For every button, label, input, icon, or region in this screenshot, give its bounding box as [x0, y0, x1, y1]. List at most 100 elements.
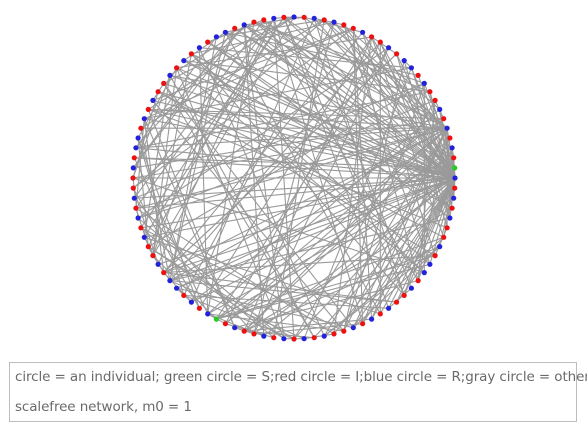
node-R [421, 80, 427, 86]
edge [152, 53, 192, 256]
edge [140, 177, 456, 229]
node-I [232, 25, 238, 31]
edge [163, 177, 456, 274]
node-R [271, 15, 277, 21]
node-R [196, 45, 202, 51]
edge [169, 280, 397, 303]
edge [199, 47, 412, 69]
edge [134, 177, 456, 199]
caption-box: circle = an individual; green circle = S… [9, 362, 587, 422]
edge [343, 83, 425, 332]
legend-caption: circle = an individual; green circle = S… [15, 369, 587, 385]
edge [157, 167, 455, 265]
node-I [447, 135, 453, 141]
edge [152, 27, 354, 101]
edge [225, 31, 456, 179]
edge [207, 41, 453, 209]
node-I [350, 25, 356, 31]
node-R [174, 285, 180, 291]
edge [133, 19, 265, 199]
node-R [291, 14, 297, 20]
node-I [432, 97, 438, 103]
edge [253, 177, 456, 335]
edge [283, 16, 456, 179]
edge [152, 28, 236, 256]
edge [191, 53, 456, 179]
node-R [447, 215, 453, 221]
node-S [213, 316, 219, 322]
edge [176, 67, 425, 274]
edge [163, 83, 315, 338]
node-I [145, 244, 151, 250]
node-R [150, 97, 156, 103]
edge [135, 36, 217, 149]
node-I [444, 225, 450, 231]
edge [191, 53, 431, 265]
node-I [449, 205, 455, 211]
node-R [321, 333, 327, 339]
node-I [222, 321, 228, 327]
edge [371, 36, 397, 55]
edge [253, 21, 448, 129]
edge [263, 19, 456, 179]
node-R [452, 175, 458, 181]
edge [243, 24, 448, 129]
edge [207, 41, 456, 179]
node-R [181, 58, 187, 64]
edge [169, 280, 305, 340]
node-I [251, 331, 257, 337]
edge [137, 217, 285, 340]
edge [343, 24, 441, 110]
node-I [145, 106, 151, 112]
node-I [133, 205, 139, 211]
edge [163, 82, 456, 179]
edge [176, 177, 456, 289]
edge [135, 147, 456, 179]
edge [362, 177, 456, 324]
node-I [441, 234, 447, 240]
edge [423, 83, 455, 159]
node-I [291, 336, 297, 342]
edge [333, 177, 456, 335]
edge [132, 24, 245, 169]
edge [143, 118, 236, 328]
edge [183, 60, 453, 209]
edge [234, 27, 456, 179]
node-R [427, 261, 433, 267]
node-S [452, 165, 458, 171]
node-R [437, 244, 443, 250]
edge [190, 53, 405, 296]
node-R [437, 106, 443, 112]
node-R [155, 261, 161, 267]
node-I [415, 278, 421, 284]
edge [191, 177, 456, 303]
node-I [452, 185, 458, 191]
node-I [150, 253, 156, 259]
node-I [377, 39, 383, 45]
edge [273, 18, 364, 324]
edge [133, 118, 444, 169]
edge [216, 177, 456, 320]
edge [135, 177, 456, 209]
node-I [241, 328, 247, 334]
edge [253, 21, 425, 84]
node-I [331, 331, 337, 337]
node-R [408, 65, 414, 71]
node-I [369, 34, 375, 40]
edge [352, 28, 373, 320]
node-R [213, 34, 219, 40]
node-I [321, 17, 327, 23]
edge [143, 118, 165, 273]
node-I [360, 321, 366, 327]
node-R [386, 45, 392, 51]
node-I [401, 292, 407, 298]
edge [207, 22, 255, 314]
node-R [141, 234, 147, 240]
edge [147, 246, 285, 340]
edge [169, 74, 456, 179]
edge [198, 47, 209, 314]
edge [143, 75, 171, 238]
edge [216, 127, 448, 320]
edge [152, 99, 456, 179]
node-R [188, 299, 194, 305]
